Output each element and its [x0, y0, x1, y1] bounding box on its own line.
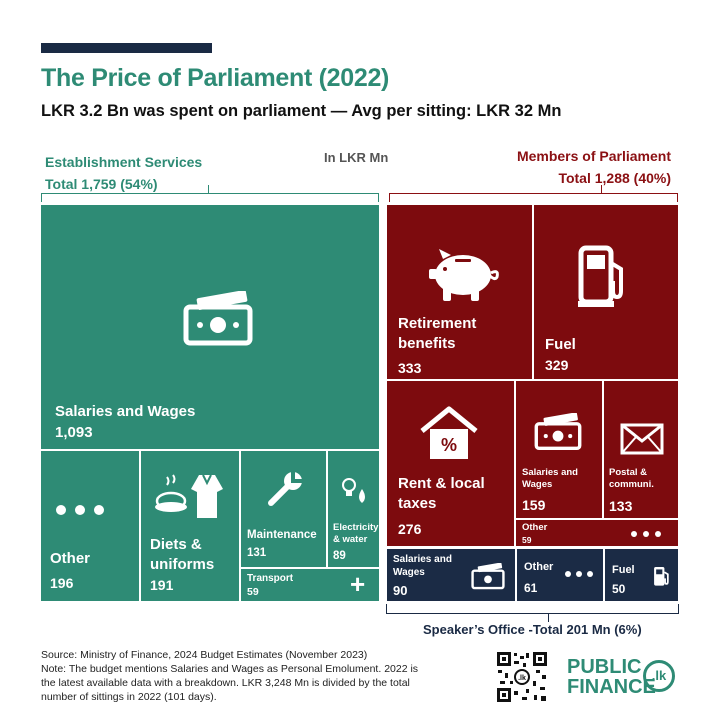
cell-value: 333: [398, 360, 422, 376]
establishment-bracket: [41, 193, 379, 202]
source-note: Source: Ministry of Finance, 2024 Budget…: [41, 649, 368, 661]
treemap-cell-sp-other: Other 61: [517, 549, 603, 601]
cell-label: Postal & communi.: [609, 467, 654, 491]
treemap-cell-mp-postal: Postal & communi. 133: [604, 381, 678, 518]
dots-icon: [56, 505, 104, 515]
cell-label: Rent & local taxes: [398, 475, 485, 512]
treemap-cell-mp-rent: % Rent & local taxes 276: [387, 381, 514, 546]
treemap-cell-mp-retirement: Retirement benefits 333: [387, 205, 532, 379]
treemap-cell-est-diets: Diets & uniforms 191: [141, 451, 239, 601]
cell-value: 59: [247, 586, 259, 598]
cell-label: Electricity & water: [333, 522, 379, 546]
treemap-cell-est-salaries: Salaries and Wages 1,093: [41, 205, 379, 449]
treemap-cell-mp-other: Other 59: [516, 520, 678, 546]
treemap-cell-sp-salaries: Salaries and Wages 90: [387, 549, 515, 601]
treemap-cell-est-transport: Transport 59 +: [241, 569, 379, 601]
footnote-line-1: Note: The budget mentions Salaries and W…: [41, 663, 419, 675]
unit-label: In LKR Mn: [324, 150, 389, 165]
fuel-pump-icon: [654, 567, 669, 586]
svg-text:%: %: [441, 435, 457, 455]
cell-value: 191: [150, 577, 174, 593]
house-percent-icon: %: [420, 406, 478, 459]
cell-label: Maintenance: [247, 529, 317, 541]
cell-label: Fuel: [545, 336, 576, 353]
speaker-bracket: [386, 604, 679, 614]
cell-value: 61: [524, 581, 538, 595]
treemap-cell-est-electricity: Electricity & water 89: [328, 451, 379, 567]
cell-label: Retirement benefits: [398, 315, 477, 352]
fuel-pump-icon: [578, 245, 623, 307]
speaker-bracket-tick: [548, 614, 549, 622]
footnote-line-2: the latest available data with a breakdo…: [41, 677, 410, 689]
title-accent-bar: [41, 43, 212, 53]
dots-icon: [631, 531, 661, 537]
treemap-cell-mp-salaries: Salaries and Wages 159: [516, 381, 602, 518]
establishment-group-label: Establishment Services Total 1,759 (54%): [45, 151, 202, 195]
establishment-group-total: Total 1,759 (54%): [45, 176, 158, 192]
cell-label: Transport: [247, 573, 294, 584]
cash-icon: [534, 413, 582, 450]
cell-label: Fuel: [612, 564, 635, 576]
cell-value: 131: [247, 547, 267, 559]
wrench-icon: [268, 471, 303, 506]
mps-group-label: Members of Parliament Total 1,288 (40%): [517, 145, 671, 189]
cash-icon: [471, 563, 505, 590]
cell-label: Other: [524, 561, 554, 573]
cell-label: Salaries and Wages: [522, 467, 578, 491]
page-title: The Price of Parliament (2022): [41, 64, 390, 92]
logo-line-2: FINANCE: [567, 676, 656, 698]
piggy-bank-icon: [429, 249, 499, 301]
treemap-cell-est-other: Other 196: [41, 451, 139, 601]
envelope-icon: [620, 423, 664, 455]
plus-icon: +: [350, 569, 366, 599]
cell-label: Salaries and Wages: [393, 554, 452, 578]
food-uniform-icon: [155, 474, 223, 518]
treemap-cell-est-maintenance: Maintenance 131: [241, 451, 326, 567]
public-finance-logo[interactable]: PUBLIC FINANCE: [567, 657, 656, 697]
mps-group-name: Members of Parliament: [516, 148, 671, 164]
cell-value: 89: [333, 550, 346, 562]
cell-value: 196: [50, 575, 74, 591]
mps-group-total: Total 1,288 (40%): [558, 170, 671, 186]
cell-label: Other: [522, 522, 548, 533]
treemap-cell-mp-fuel: Fuel 329: [534, 205, 678, 379]
logo-line-1: PUBLIC: [567, 656, 642, 678]
footnote-line-3: number of sittings in 2022 (101 days).: [41, 691, 217, 703]
bulb-drop-icon: [342, 478, 365, 503]
cell-value: 159: [522, 497, 546, 513]
mps-bracket-tick: [601, 185, 602, 193]
cell-label: Diets & uniforms: [150, 536, 215, 573]
cell-value: 90: [393, 583, 408, 598]
establishment-bracket-tick: [208, 185, 209, 193]
speaker-group-label: Speaker’s Office -Total 201 Mn (6%): [423, 622, 642, 637]
cell-value: 133: [609, 498, 633, 514]
cell-label: Salaries and Wages: [55, 403, 196, 420]
cell-value: 50: [612, 582, 626, 596]
dots-icon: [565, 571, 593, 577]
cell-value: 329: [545, 357, 569, 373]
qr-code-icon[interactable]: .lk: [496, 651, 548, 703]
cell-value: 59: [522, 535, 532, 545]
cash-icon: [183, 291, 253, 346]
cell-label: Other: [50, 550, 91, 567]
cell-value: 276: [398, 521, 422, 537]
treemap-cell-sp-fuel: Fuel 50: [605, 549, 678, 601]
logo-badge: .lk: [643, 660, 675, 692]
mps-bracket: [389, 193, 678, 202]
svg-text:.lk: .lk: [518, 675, 526, 682]
page-subtitle: LKR 3.2 Bn was spent on parliament — Avg…: [41, 102, 562, 120]
establishment-group-name: Establishment Services: [45, 154, 203, 170]
cell-value: 1,093: [55, 424, 93, 441]
